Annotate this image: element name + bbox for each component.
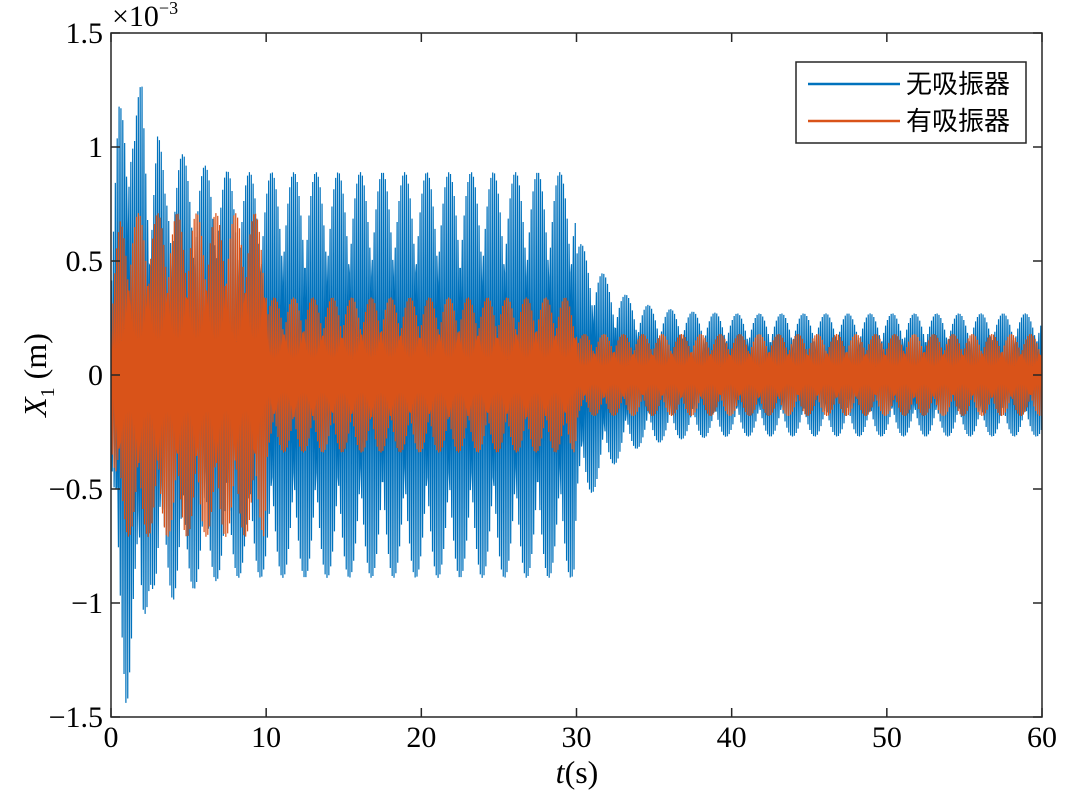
series-line-2 [111, 213, 1042, 537]
y-axis-label: X1 (m) [17, 333, 59, 419]
y-tick-label: −1.5 [49, 701, 103, 734]
x-tick-label: 0 [104, 721, 119, 754]
x-axis-label: t(s) [556, 754, 599, 790]
x-tick-label: 20 [406, 721, 436, 754]
y-tick-label: 1.5 [66, 17, 104, 50]
y-exponent-label: ×10−3 [112, 0, 178, 33]
x-tick-label: 30 [562, 721, 592, 754]
legend: 无吸振器 有吸振器 [795, 61, 1027, 144]
y-tick-label: 0.5 [66, 245, 104, 278]
legend-box [795, 61, 1027, 144]
y-tick-label: −1 [71, 587, 103, 620]
y-tick-label: 0 [88, 359, 103, 392]
legend-label-series-2: 有吸振器 [906, 107, 1010, 136]
tick-layer: 0 10 20 30 40 50 60 −1.5 −1 −0.5 0 0.5 1 1.5 [49, 17, 1057, 754]
x-tick-label: 10 [251, 721, 281, 754]
legend-label-series-1: 无吸振器 [906, 70, 1010, 99]
x-tick-label: 50 [872, 721, 902, 754]
series-layer [111, 86, 1042, 703]
y-tick-label: 1 [88, 131, 103, 164]
y-tick-label: −0.5 [49, 473, 103, 506]
x-tick-label: 40 [717, 721, 747, 754]
x-tick-label: 60 [1027, 721, 1057, 754]
